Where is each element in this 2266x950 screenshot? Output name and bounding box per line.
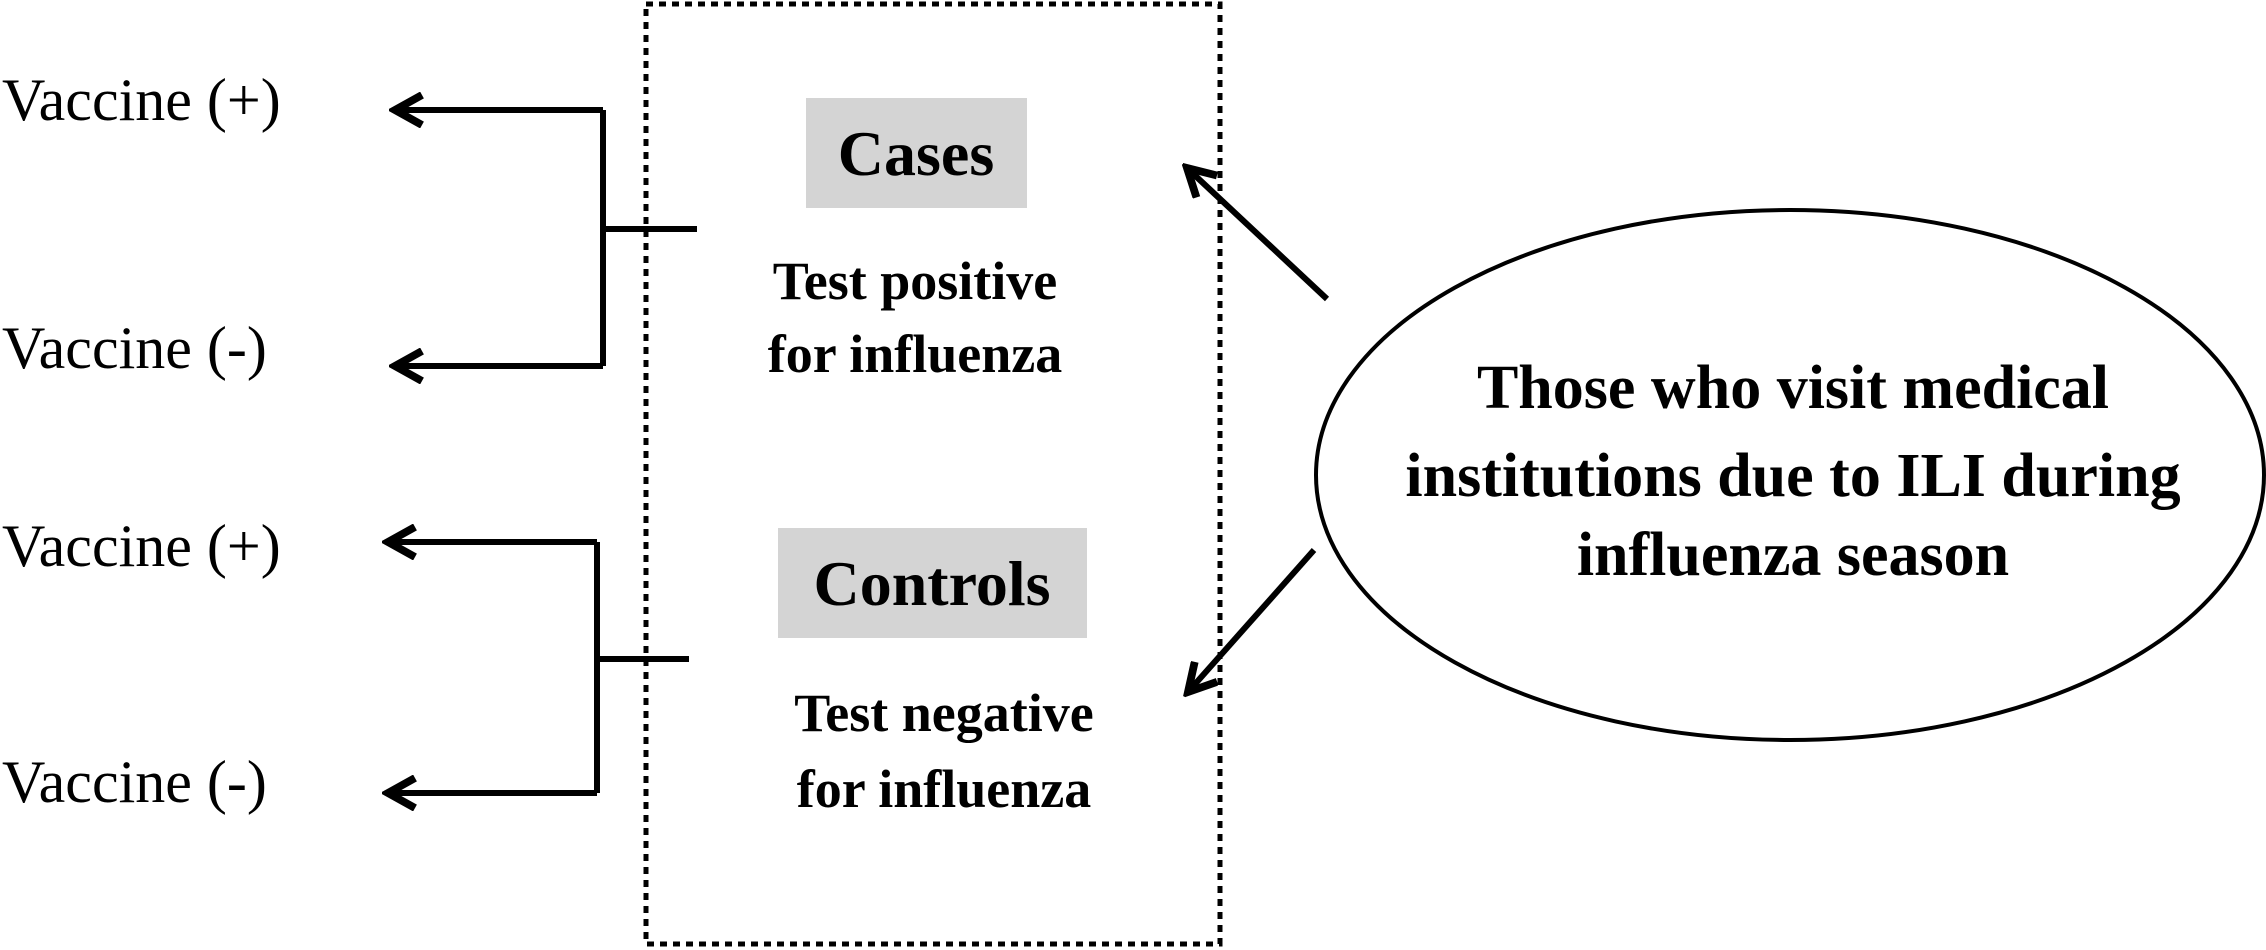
controls-label: Controls bbox=[813, 548, 1050, 619]
population-line1: Those who visit medical bbox=[1477, 354, 2109, 422]
vaccine-positive-label-cases: Vaccine (+) bbox=[2, 67, 281, 133]
controls-branch-connector bbox=[388, 542, 689, 793]
cases-description-line1: Test positive bbox=[773, 251, 1058, 311]
cases-description-line2: for influenza bbox=[768, 324, 1063, 384]
controls-label-background bbox=[778, 528, 1087, 638]
vaccine-positive-label-controls: Vaccine (+) bbox=[2, 513, 281, 579]
study-box bbox=[643, 1, 1223, 947]
vaccine-negative-label-cases: Vaccine (-) bbox=[2, 315, 267, 381]
population-line3: influenza season bbox=[1577, 521, 2009, 589]
population-ellipse bbox=[1314, 208, 2266, 742]
population-to-controls-arrow bbox=[1188, 548, 1317, 692]
vaccine-negative-label-controls: Vaccine (-) bbox=[2, 749, 267, 815]
cases-label-background bbox=[806, 98, 1027, 208]
controls-description-line1: Test negative bbox=[794, 683, 1093, 743]
population-to-cases-arrow bbox=[1187, 168, 1330, 302]
cases-branch-connector bbox=[395, 110, 697, 366]
population-line2: institutions due to ILI during bbox=[1405, 442, 2180, 510]
cases-label: Cases bbox=[838, 118, 994, 189]
controls-description-line2: for influenza bbox=[797, 759, 1092, 819]
